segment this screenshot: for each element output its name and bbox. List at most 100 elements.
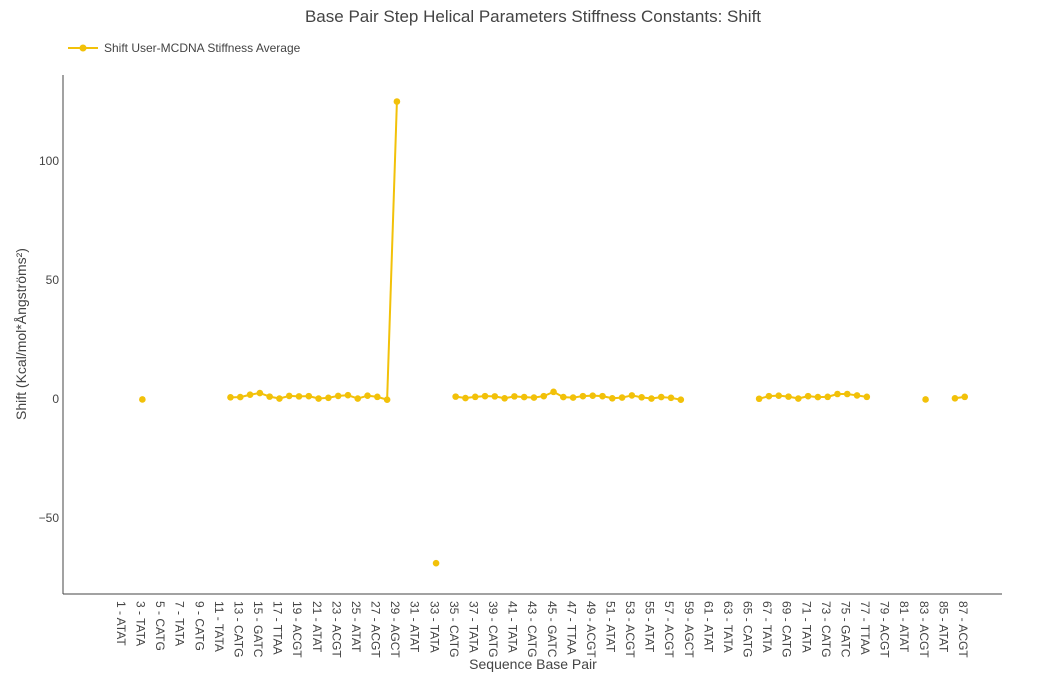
data-point[interactable] [471, 393, 479, 401]
chart-title: Base Pair Step Helical Parameters Stiffn… [305, 7, 761, 26]
x-tick-label: 81 - ATAT [897, 601, 911, 653]
data-point[interactable] [393, 98, 401, 105]
data-point[interactable] [295, 393, 303, 400]
data-point[interactable] [227, 394, 234, 401]
data-point[interactable] [374, 393, 381, 401]
data-point[interactable] [285, 392, 293, 400]
legend[interactable]: Shift User-MCDNA Stiffness Average [68, 41, 301, 55]
data-point[interactable] [599, 392, 606, 400]
x-tick-label: 75 - GATC [838, 601, 852, 658]
data-point[interactable] [383, 396, 391, 404]
x-tick-label: 41 - TATA [506, 601, 520, 653]
x-tick-label: 69 - CATG [780, 601, 794, 657]
y-tick-label: −50 [39, 511, 60, 525]
x-tick-label: 11 - TATA [212, 601, 226, 652]
data-point[interactable] [795, 395, 802, 402]
data-point[interactable] [814, 393, 822, 401]
x-tick-label: 47 - TTAA [564, 601, 578, 655]
data-point[interactable] [432, 559, 440, 567]
x-tick-label: 33 - TATA [427, 601, 441, 653]
data-point[interactable] [834, 390, 841, 398]
data-point[interactable] [628, 392, 636, 399]
data-point[interactable] [579, 392, 587, 400]
data-point[interactable] [550, 388, 557, 396]
data-point[interactable] [266, 393, 273, 400]
data-point[interactable] [540, 392, 548, 400]
data-point[interactable] [520, 393, 528, 401]
data-point[interactable] [608, 394, 616, 402]
data-point[interactable] [589, 392, 597, 399]
data-point[interactable] [530, 394, 538, 401]
x-tick-label: 39 - CATG [486, 601, 500, 657]
x-tick-label: 21 - ATAT [310, 601, 324, 653]
data-point[interactable] [560, 393, 567, 401]
data-point[interactable] [256, 389, 264, 397]
data-point[interactable] [246, 391, 254, 399]
data-point[interactable] [951, 394, 959, 402]
data-point[interactable] [922, 396, 929, 403]
data-point[interactable] [618, 394, 626, 401]
y-tick-label: 0 [52, 392, 59, 406]
data-point[interactable] [139, 396, 146, 403]
data-point[interactable] [452, 393, 459, 400]
data-point[interactable] [853, 392, 861, 399]
data-point[interactable] [755, 395, 763, 403]
x-tick-label: 53 - ACGT [623, 601, 637, 658]
data-point[interactable] [325, 394, 332, 402]
x-tick-label: 59 - AGCT [682, 601, 696, 658]
data-point[interactable] [354, 395, 362, 402]
data-point[interactable] [491, 393, 499, 400]
x-tick-label: 73 - CATG [819, 601, 833, 657]
x-tick-label: 71 - TATA [799, 601, 813, 653]
data-point[interactable] [236, 393, 244, 401]
legend-label: Shift User-MCDNA Stiffness Average [104, 41, 301, 55]
data-point[interactable] [677, 396, 685, 404]
data-point[interactable] [863, 393, 871, 401]
x-tick-label: 57 - ACGT [662, 601, 676, 658]
data-point[interactable] [648, 395, 655, 402]
x-tick-label: 9 - CATG [192, 601, 206, 651]
data-point[interactable] [765, 392, 773, 400]
data-point[interactable] [843, 390, 851, 398]
data-point[interactable] [667, 394, 675, 402]
data-point[interactable] [364, 392, 371, 399]
data-point[interactable] [501, 394, 508, 402]
data-point[interactable] [462, 394, 469, 402]
x-tick-label: 51 - ATAT [604, 601, 618, 653]
series-layer [139, 98, 969, 567]
data-point[interactable] [961, 393, 969, 401]
x-tick-label: 65 - CATG [741, 601, 755, 657]
x-tick-label: 3 - TATA [134, 601, 148, 646]
data-point[interactable] [804, 392, 812, 400]
x-tick-label: 45 - GATC [545, 601, 559, 658]
x-tick-label: 17 - TTAA [271, 601, 285, 655]
x-tick-label: 37 - TATA [466, 601, 480, 653]
x-axis-title: Sequence Base Pair [469, 656, 597, 672]
y-tick-label: 50 [46, 273, 60, 287]
x-tick-label: 13 - CATG [231, 601, 245, 657]
data-point[interactable] [305, 392, 313, 400]
x-tick-label: 77 - TTAA [858, 601, 872, 655]
data-point[interactable] [785, 393, 792, 400]
data-point[interactable] [315, 395, 322, 402]
x-tick-label: 23 - ACGT [329, 601, 343, 658]
data-point[interactable] [775, 392, 783, 399]
x-tick-label: 1 - ATAT [114, 601, 128, 646]
data-point[interactable] [824, 393, 831, 401]
data-point[interactable] [569, 394, 577, 401]
data-point[interactable] [657, 393, 665, 401]
y-tick-label: 100 [39, 154, 59, 168]
x-tick-label: 19 - ACGT [290, 601, 304, 658]
x-tick-label: 49 - ACGT [584, 601, 598, 658]
data-point[interactable] [638, 394, 645, 401]
data-point[interactable] [481, 392, 489, 400]
data-point[interactable] [334, 392, 342, 400]
data-point[interactable] [276, 395, 283, 402]
legend-marker [79, 44, 87, 52]
x-tick-label: 67 - TATA [760, 601, 774, 653]
x-tick-label: 85 - ATAT [936, 601, 950, 653]
data-point[interactable] [344, 391, 352, 399]
x-tick-label: 79 - ACGT [878, 601, 892, 658]
data-point[interactable] [511, 393, 518, 400]
